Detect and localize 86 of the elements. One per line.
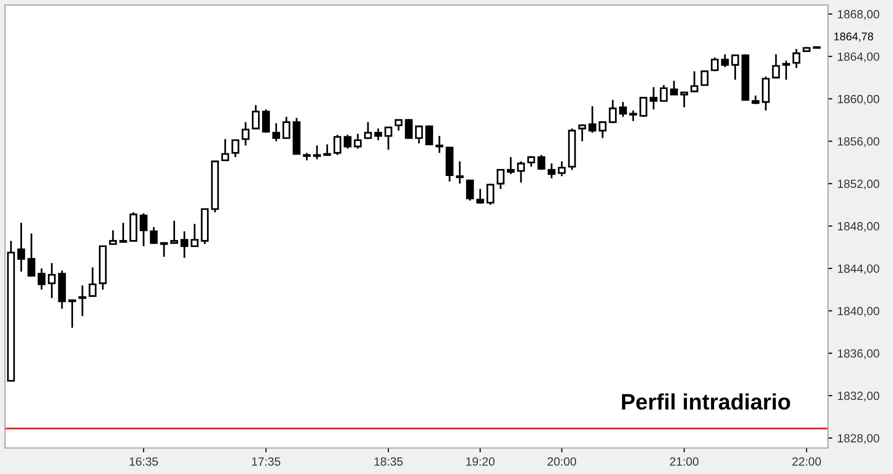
candlestick: [242, 121, 250, 146]
candlestick: [88, 266, 96, 297]
candlestick: [537, 154, 546, 171]
y-tick-label: 1840,00: [838, 306, 880, 317]
candlestick: [78, 284, 86, 317]
candlestick: [670, 80, 678, 96]
candlestick: [700, 70, 708, 86]
candlestick: [782, 60, 790, 81]
candlestick: [394, 119, 402, 132]
candlestick: [170, 220, 178, 244]
candlestick: [690, 70, 698, 92]
candlestick: [17, 222, 26, 272]
candlestick: [772, 53, 780, 78]
candlestick: [38, 268, 46, 290]
candlestick: [354, 132, 362, 150]
candlestick: [466, 180, 474, 202]
y-tick-label: 1852,00: [838, 180, 880, 190]
candlestick: [619, 101, 627, 118]
y-tick-label: 1832,00: [838, 392, 880, 402]
candlestick: [762, 76, 770, 112]
y-tick-label: 1860,00: [838, 94, 880, 105]
candlestick: [639, 96, 648, 118]
candlestick: [476, 188, 484, 205]
candlestick: [313, 144, 321, 160]
candlestick: [323, 144, 332, 156]
candlestick: [119, 222, 128, 243]
candlestick: [48, 262, 56, 299]
candlestick: [650, 86, 658, 110]
candlestick: [282, 116, 290, 139]
candlestick: [344, 134, 352, 150]
x-tick-label: 20:00: [548, 457, 576, 466]
candlestick: [180, 230, 188, 259]
candlestick: [425, 124, 434, 146]
candlestick: [486, 182, 494, 206]
annotation: 1864,78: [834, 32, 874, 42]
candlestick: [578, 123, 586, 142]
candlestick: [140, 212, 148, 247]
candlestick: [384, 126, 392, 151]
x-tick-label: 18:35: [374, 457, 403, 466]
y-tick-label: 1868,00: [838, 10, 880, 20]
candlestick: [517, 160, 525, 184]
candlestick: [588, 105, 596, 134]
y-tick-label: 1864,00: [838, 52, 880, 62]
x-tick-label: 22:00: [792, 457, 821, 466]
y-tick-label: 1836,00: [838, 349, 880, 360]
x-tick-label: 16:35: [130, 457, 158, 466]
candlestick: [404, 118, 413, 139]
candlestick: [252, 104, 260, 130]
candlestick: [598, 121, 606, 139]
candlestick: [334, 134, 342, 156]
x-tick-label: 17:35: [252, 457, 280, 466]
candlestick: [272, 122, 280, 142]
candlestick: [710, 56, 719, 72]
candlestick: [558, 160, 566, 178]
x-tick-label: 21:00: [670, 457, 698, 466]
candlestick: [150, 226, 158, 245]
candlestick: [221, 138, 230, 162]
candlestick: [68, 299, 76, 329]
candlestick: [456, 160, 464, 184]
candlestick: [496, 169, 504, 190]
text: Perfil intradiario: [622, 393, 790, 410]
y-tick-label: 1828,00: [838, 434, 880, 444]
candlestick: [608, 99, 617, 124]
candlestick: [660, 84, 668, 102]
y-tick-label: 1848,00: [838, 222, 880, 232]
candlestick: [364, 121, 372, 140]
candlestick: [231, 139, 240, 158]
candlestick: [160, 242, 168, 258]
candlestick: [792, 48, 800, 69]
candlestick: [28, 232, 36, 277]
candlestick: [109, 229, 117, 245]
x-tick-label: 19:20: [466, 457, 494, 466]
candlestick: [415, 126, 423, 144]
y-tick-label: 1856,00: [838, 137, 880, 148]
candlestick: [548, 162, 556, 180]
candlestick: [435, 135, 444, 154]
candlestick: [190, 223, 198, 247]
candlestick: [721, 53, 729, 68]
candlestick: [374, 128, 382, 141]
candlestick: [629, 110, 638, 122]
candlestick: [680, 92, 688, 108]
candlestick: [527, 155, 536, 168]
candlestick: [731, 54, 740, 81]
candlestick: [262, 108, 270, 134]
candlestick: [506, 156, 515, 175]
y-tick-label: 1844,00: [838, 264, 880, 274]
